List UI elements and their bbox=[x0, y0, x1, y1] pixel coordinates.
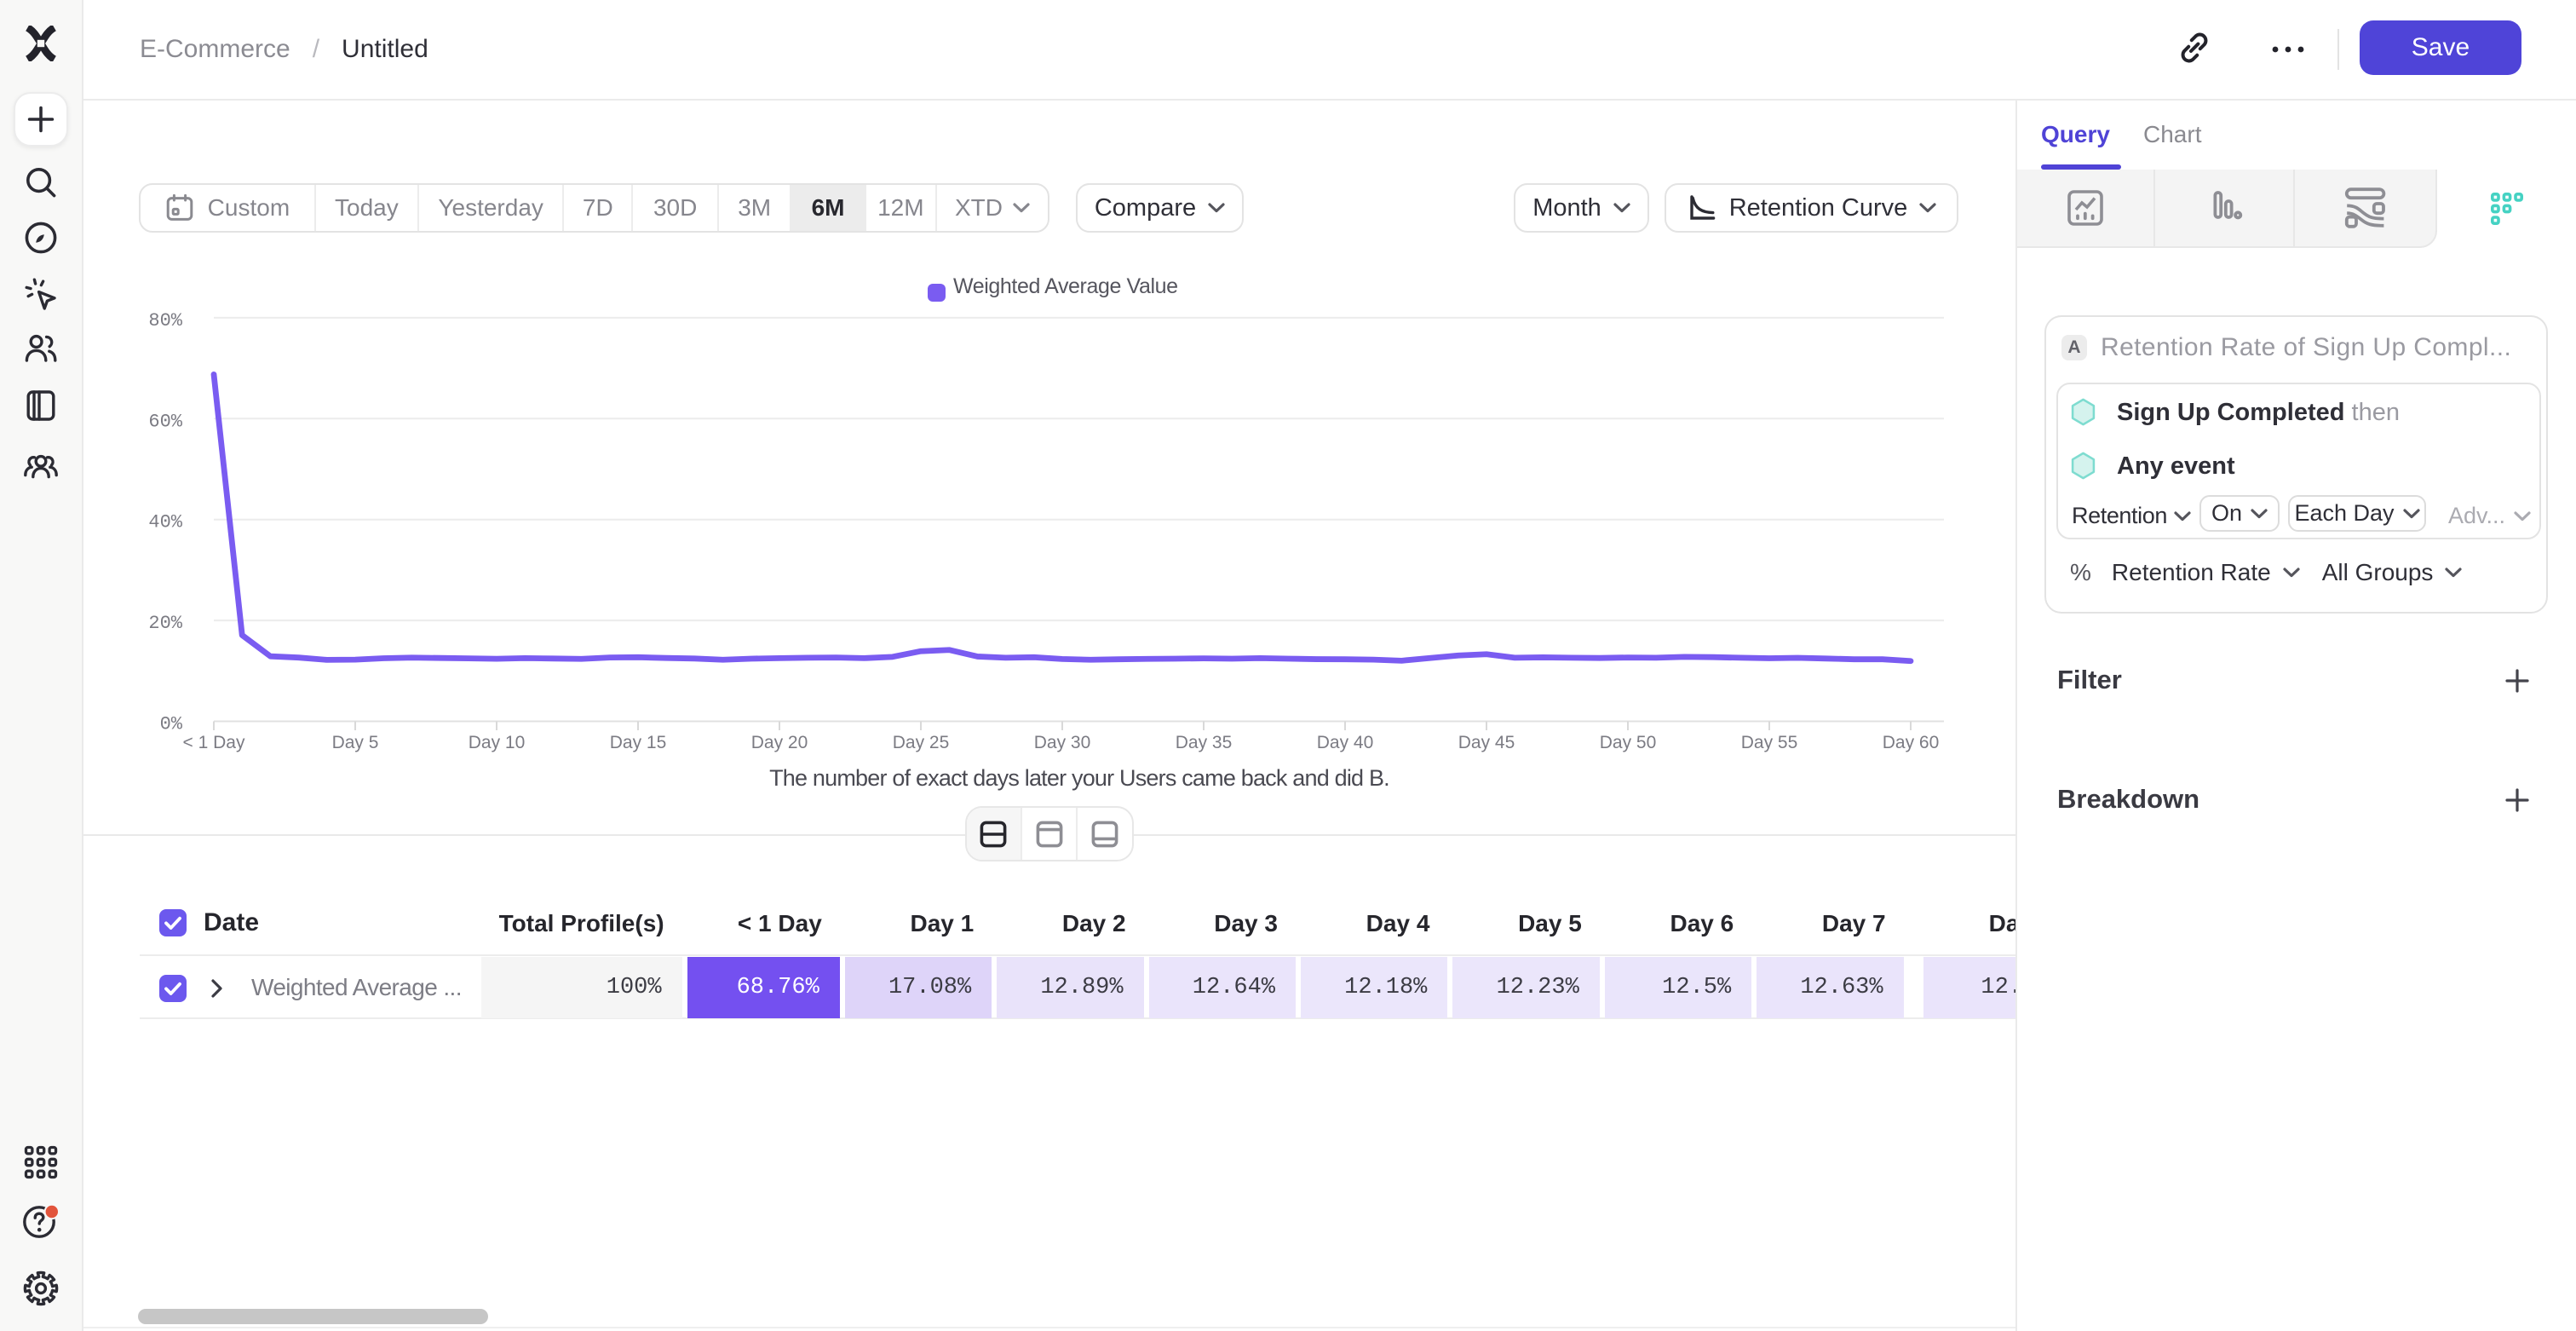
svg-text:80%: 80% bbox=[148, 310, 182, 331]
svg-text:60%: 60% bbox=[148, 411, 182, 432]
svg-text:Day 10: Day 10 bbox=[469, 733, 526, 752]
svg-text:Day 55: Day 55 bbox=[1741, 733, 1798, 752]
svg-text:Day 25: Day 25 bbox=[893, 733, 950, 752]
svg-text:< 1 Day: < 1 Day bbox=[183, 733, 245, 752]
svg-text:Day 40: Day 40 bbox=[1317, 733, 1374, 752]
svg-text:Day 20: Day 20 bbox=[751, 733, 808, 752]
svg-text:Day 5: Day 5 bbox=[332, 733, 379, 752]
svg-text:Day 60: Day 60 bbox=[1883, 733, 1940, 752]
svg-text:Day 35: Day 35 bbox=[1176, 733, 1233, 752]
svg-text:Day 15: Day 15 bbox=[610, 733, 667, 752]
svg-text:0%: 0% bbox=[160, 714, 183, 735]
svg-text:Day 50: Day 50 bbox=[1600, 733, 1657, 752]
svg-text:Day 45: Day 45 bbox=[1458, 733, 1515, 752]
svg-text:20%: 20% bbox=[148, 613, 182, 634]
svg-text:Day 30: Day 30 bbox=[1034, 733, 1091, 752]
svg-text:40%: 40% bbox=[148, 512, 182, 533]
